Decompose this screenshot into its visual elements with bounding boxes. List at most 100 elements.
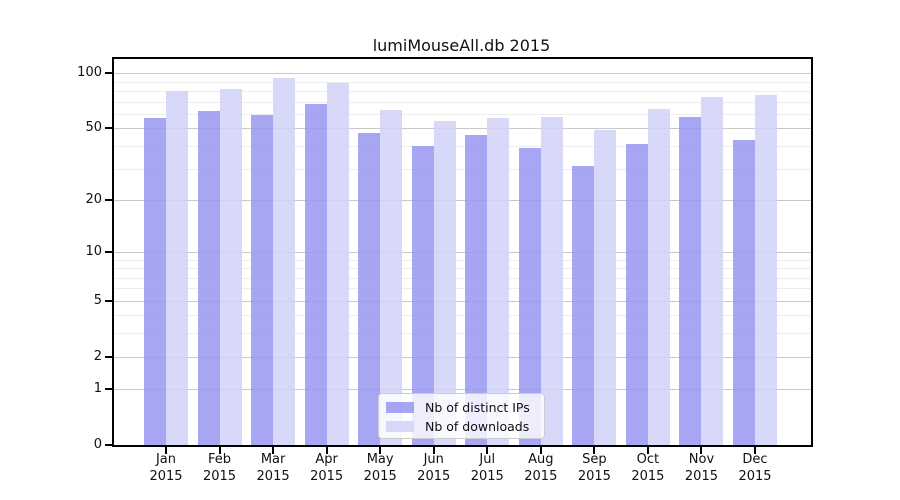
y-axis-tick — [105, 388, 112, 391]
x-axis-tick — [272, 447, 275, 454]
x-axis-tick — [646, 447, 649, 454]
bar-sep-distinct-ips — [572, 166, 595, 445]
bar-jan-downloads — [166, 91, 188, 445]
bar-aug-distinct-ips — [518, 148, 541, 445]
x-axis-tick — [593, 447, 596, 454]
legend-swatch-downloads — [386, 421, 414, 432]
major-gridline — [114, 356, 811, 358]
y-axis-tick — [105, 444, 112, 446]
y-axis-tick — [105, 250, 112, 253]
bar-feb-distinct-ips — [197, 111, 220, 445]
x-axis-label-jul: Jul 2015 — [459, 451, 515, 485]
minor-gridline — [114, 333, 811, 335]
x-axis-year-label: 2015 — [202, 469, 237, 484]
x-axis-year-label: 2015 — [149, 469, 183, 484]
x-axis-tick — [539, 447, 542, 454]
y-axis-tick-label: 2 — [93, 348, 102, 364]
x-axis-year-label: 2015 — [256, 469, 290, 484]
x-axis-year-label: 2015 — [417, 469, 451, 484]
y-axis-tick — [105, 198, 112, 201]
x-axis-tick — [432, 447, 435, 454]
bar-dec-distinct-ips — [733, 140, 755, 445]
minor-gridline — [114, 146, 811, 148]
major-gridline — [114, 199, 811, 201]
legend-item: Nb of downloads — [386, 417, 544, 436]
minor-gridline — [114, 268, 811, 270]
major-gridline — [114, 389, 811, 391]
x-axis-label-sep: Sep 2015 — [566, 451, 622, 485]
y-axis-tick-label: 0 — [93, 437, 102, 452]
x-axis-label-jan: Jan 2015 — [138, 451, 194, 485]
bar-sep-downloads — [594, 130, 617, 445]
bar-jun-distinct-ips — [411, 146, 434, 445]
x-axis-year-label: 2015 — [363, 469, 397, 484]
minor-gridline — [114, 101, 811, 103]
x-axis-tick — [700, 447, 703, 454]
minor-gridline — [114, 168, 811, 170]
x-axis-label-mar: Mar 2015 — [245, 451, 301, 485]
bar-feb-downloads — [219, 89, 242, 445]
x-axis-tick — [218, 447, 221, 454]
x-axis-label-feb: Feb 2015 — [192, 451, 248, 485]
bar-oct-distinct-ips — [625, 144, 648, 445]
x-axis-year-label: 2015 — [310, 469, 344, 484]
bar-apr-downloads — [326, 82, 349, 445]
x-axis-label-jun: Jun 2015 — [406, 451, 462, 485]
x-axis-tick — [379, 447, 382, 454]
bar-mar-downloads — [273, 77, 296, 445]
x-axis-tick — [754, 447, 756, 454]
x-axis-year-label: 2015 — [738, 469, 772, 484]
legend-item: Nb of distinct IPs — [386, 398, 544, 417]
bar-jul-downloads — [487, 118, 510, 445]
x-axis-label-dec: Dec 2015 — [727, 451, 783, 485]
plot-area — [112, 57, 813, 447]
bar-oct-downloads — [647, 108, 670, 445]
x-axis-year-label: 2015 — [577, 469, 611, 484]
bar-mar-distinct-ips — [251, 115, 274, 445]
bar-nov-distinct-ips — [679, 116, 702, 445]
minor-gridline — [114, 91, 811, 93]
legend-swatch-distinct-ips — [386, 402, 414, 413]
legend-label: Nb of downloads — [425, 419, 530, 434]
x-axis-label-nov: Nov 2015 — [673, 451, 729, 485]
x-axis-year-label: 2015 — [470, 469, 504, 484]
y-axis-tick — [105, 299, 112, 302]
chart-legend: Nb of distinct IPs Nb of downloads — [378, 393, 545, 439]
x-axis-label-may: May 2015 — [352, 451, 408, 485]
x-axis-label-oct: Oct 2015 — [620, 451, 676, 485]
bar-apr-distinct-ips — [304, 104, 327, 445]
chart-title: lumiMouseAll.db 2015 — [372, 36, 551, 55]
major-gridline — [114, 251, 811, 253]
y-axis-tick-label: 10 — [85, 243, 102, 259]
major-gridline — [114, 300, 811, 302]
bar-nov-downloads — [701, 97, 724, 445]
x-axis-label-aug: Aug 2015 — [513, 451, 569, 485]
x-axis-label-apr: Apr 2015 — [299, 451, 355, 485]
x-axis-year-label: 2015 — [631, 469, 665, 484]
x-axis-tick — [486, 447, 489, 454]
y-axis-tick-label: 1 — [93, 381, 102, 397]
minor-gridline — [114, 81, 811, 83]
y-axis-tick — [105, 355, 112, 358]
x-axis-tick — [165, 447, 167, 454]
x-axis-year-label: 2015 — [684, 469, 718, 484]
minor-gridline — [114, 315, 811, 317]
minor-gridline — [114, 259, 811, 261]
y-axis-tick-label: 100 — [77, 65, 102, 81]
major-gridline — [114, 73, 811, 75]
y-axis-tick-label: 20 — [85, 191, 102, 207]
y-axis-tick-label: 5 — [93, 292, 102, 308]
bar-dec-downloads — [755, 95, 777, 445]
bar-jul-distinct-ips — [465, 135, 488, 445]
bar-may-downloads — [380, 110, 403, 445]
minor-gridline — [114, 288, 811, 290]
minor-gridline — [114, 277, 811, 279]
y-axis-tick-label: 50 — [85, 120, 102, 136]
x-axis-year-label: 2015 — [524, 469, 558, 484]
legend-label: Nb of distinct IPs — [425, 400, 530, 415]
bar-may-distinct-ips — [358, 133, 381, 445]
minor-gridline — [114, 114, 811, 116]
x-axis-tick — [325, 447, 328, 454]
bar-jun-downloads — [433, 120, 456, 445]
